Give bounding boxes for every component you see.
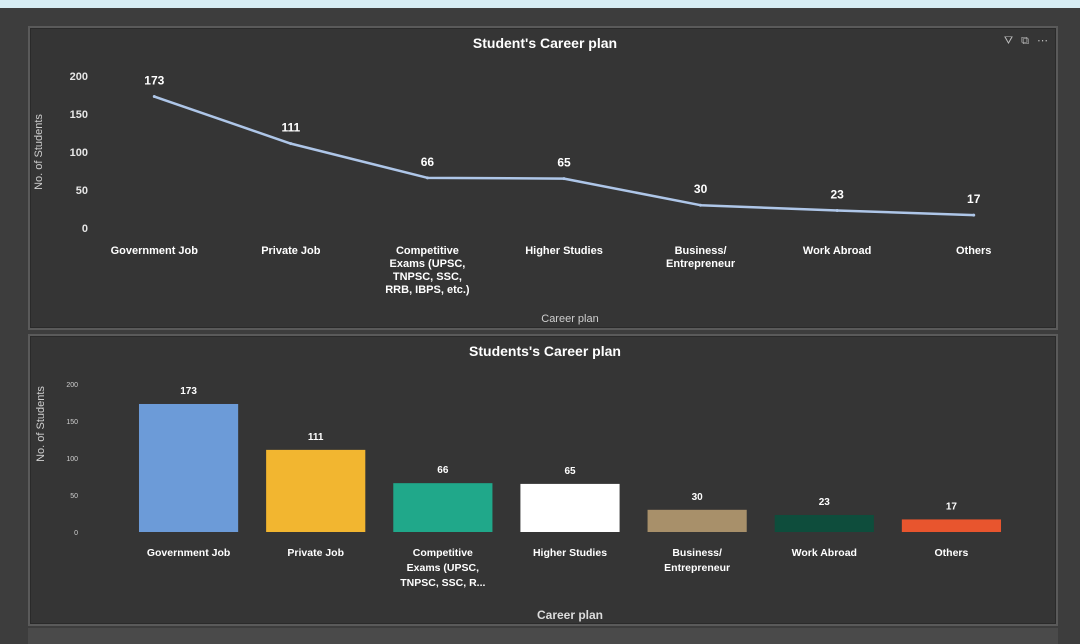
x-tick-label: Work Abroad — [792, 547, 857, 559]
filter-icon[interactable]: ⛛ — [1003, 34, 1014, 47]
y-axis-title: No. of Students — [35, 386, 47, 462]
bar — [138, 403, 239, 532]
data-label: 30 — [694, 182, 708, 196]
x-tick-label: Higher Studies — [533, 547, 607, 559]
x-tick-label: Competitive Exams (UPSC, TNPSC, SSC, RRB, I… — [385, 245, 470, 296]
data-label: 23 — [819, 497, 831, 508]
bar-chart-visual[interactable]: Students's Career plan No. of Students Car… — [28, 334, 1058, 626]
y-tick-label: 50 — [76, 185, 88, 197]
line-chart-svg: Student's Career plan No. of Students Care… — [33, 35, 991, 325]
chart-title: Student's Career plan — [473, 35, 617, 51]
data-label: 65 — [557, 156, 571, 170]
bar — [647, 509, 747, 532]
x-axis-title: Career plan — [541, 313, 598, 325]
x-tick-label: Others — [935, 547, 969, 559]
x-tick-label: Business/Entrepreneur — [664, 547, 730, 574]
data-point — [425, 176, 429, 180]
y-tick-label: 0 — [82, 223, 88, 235]
data-label: 66 — [421, 155, 435, 169]
x-axis-title: Career plan — [537, 608, 603, 622]
data-label: 173 — [144, 74, 164, 88]
y-tick-label: 100 — [66, 456, 78, 463]
y-axis-title: No. of Students — [33, 114, 45, 190]
bar — [774, 514, 874, 532]
x-tick-label: Higher Studies — [525, 245, 603, 257]
x-tick-label: Private Job — [287, 547, 344, 559]
x-tick-label: Private Job — [261, 245, 321, 257]
data-point — [835, 209, 839, 213]
data-label: 173 — [180, 386, 197, 397]
data-point — [972, 213, 976, 217]
y-tick-label: 150 — [66, 419, 78, 426]
x-tick-label: Government Job — [147, 547, 230, 559]
bar — [901, 519, 1002, 532]
data-label: 66 — [437, 465, 449, 476]
x-tick-label: Business/Entrepreneur — [666, 245, 736, 270]
bar — [393, 483, 493, 532]
y-tick-label: 150 — [70, 109, 88, 121]
data-label: 65 — [564, 466, 576, 477]
visual-header-toolbar: ⛛ ⧉ ⋯ — [1004, 34, 1048, 48]
data-label: 30 — [692, 492, 704, 503]
y-tick-label: 200 — [66, 382, 78, 389]
bar — [520, 483, 620, 532]
report-canvas: ⛛ ⧉ ⋯ Student's Career plan No. of Studen… — [0, 8, 1080, 644]
data-label: 17 — [946, 501, 958, 512]
data-label: 23 — [830, 188, 844, 202]
x-tick-label: Work Abroad — [803, 245, 871, 257]
next-visual-edge — [28, 628, 1058, 644]
chart-title: Students's Career plan — [469, 343, 621, 359]
y-tick-label: 100 — [70, 147, 88, 159]
focus-mode-icon[interactable]: ⧉ — [1021, 34, 1029, 47]
data-point — [152, 95, 156, 99]
data-label: 111 — [308, 432, 324, 443]
data-point — [562, 177, 566, 181]
data-point — [289, 142, 293, 146]
x-tick-label: Others — [956, 245, 991, 257]
x-tick-label: Competitive Exams (UPSC, TNPSC, SSC, R... — [400, 547, 485, 589]
bar-chart-svg: Students's Career plan No. of Students Car… — [35, 343, 1002, 622]
y-tick-label: 50 — [70, 493, 78, 500]
y-tick-label: 200 — [70, 71, 88, 83]
y-tick-label: 0 — [74, 530, 78, 537]
more-options-icon[interactable]: ⋯ — [1037, 34, 1048, 47]
data-point — [699, 203, 703, 207]
line-chart-visual[interactable]: ⛛ ⧉ ⋯ Student's Career plan No. of Studen… — [28, 26, 1058, 330]
x-tick-label: Government Job — [111, 245, 199, 257]
data-label: 111 — [282, 121, 301, 135]
data-label: 17 — [967, 192, 981, 206]
bar — [266, 449, 366, 532]
